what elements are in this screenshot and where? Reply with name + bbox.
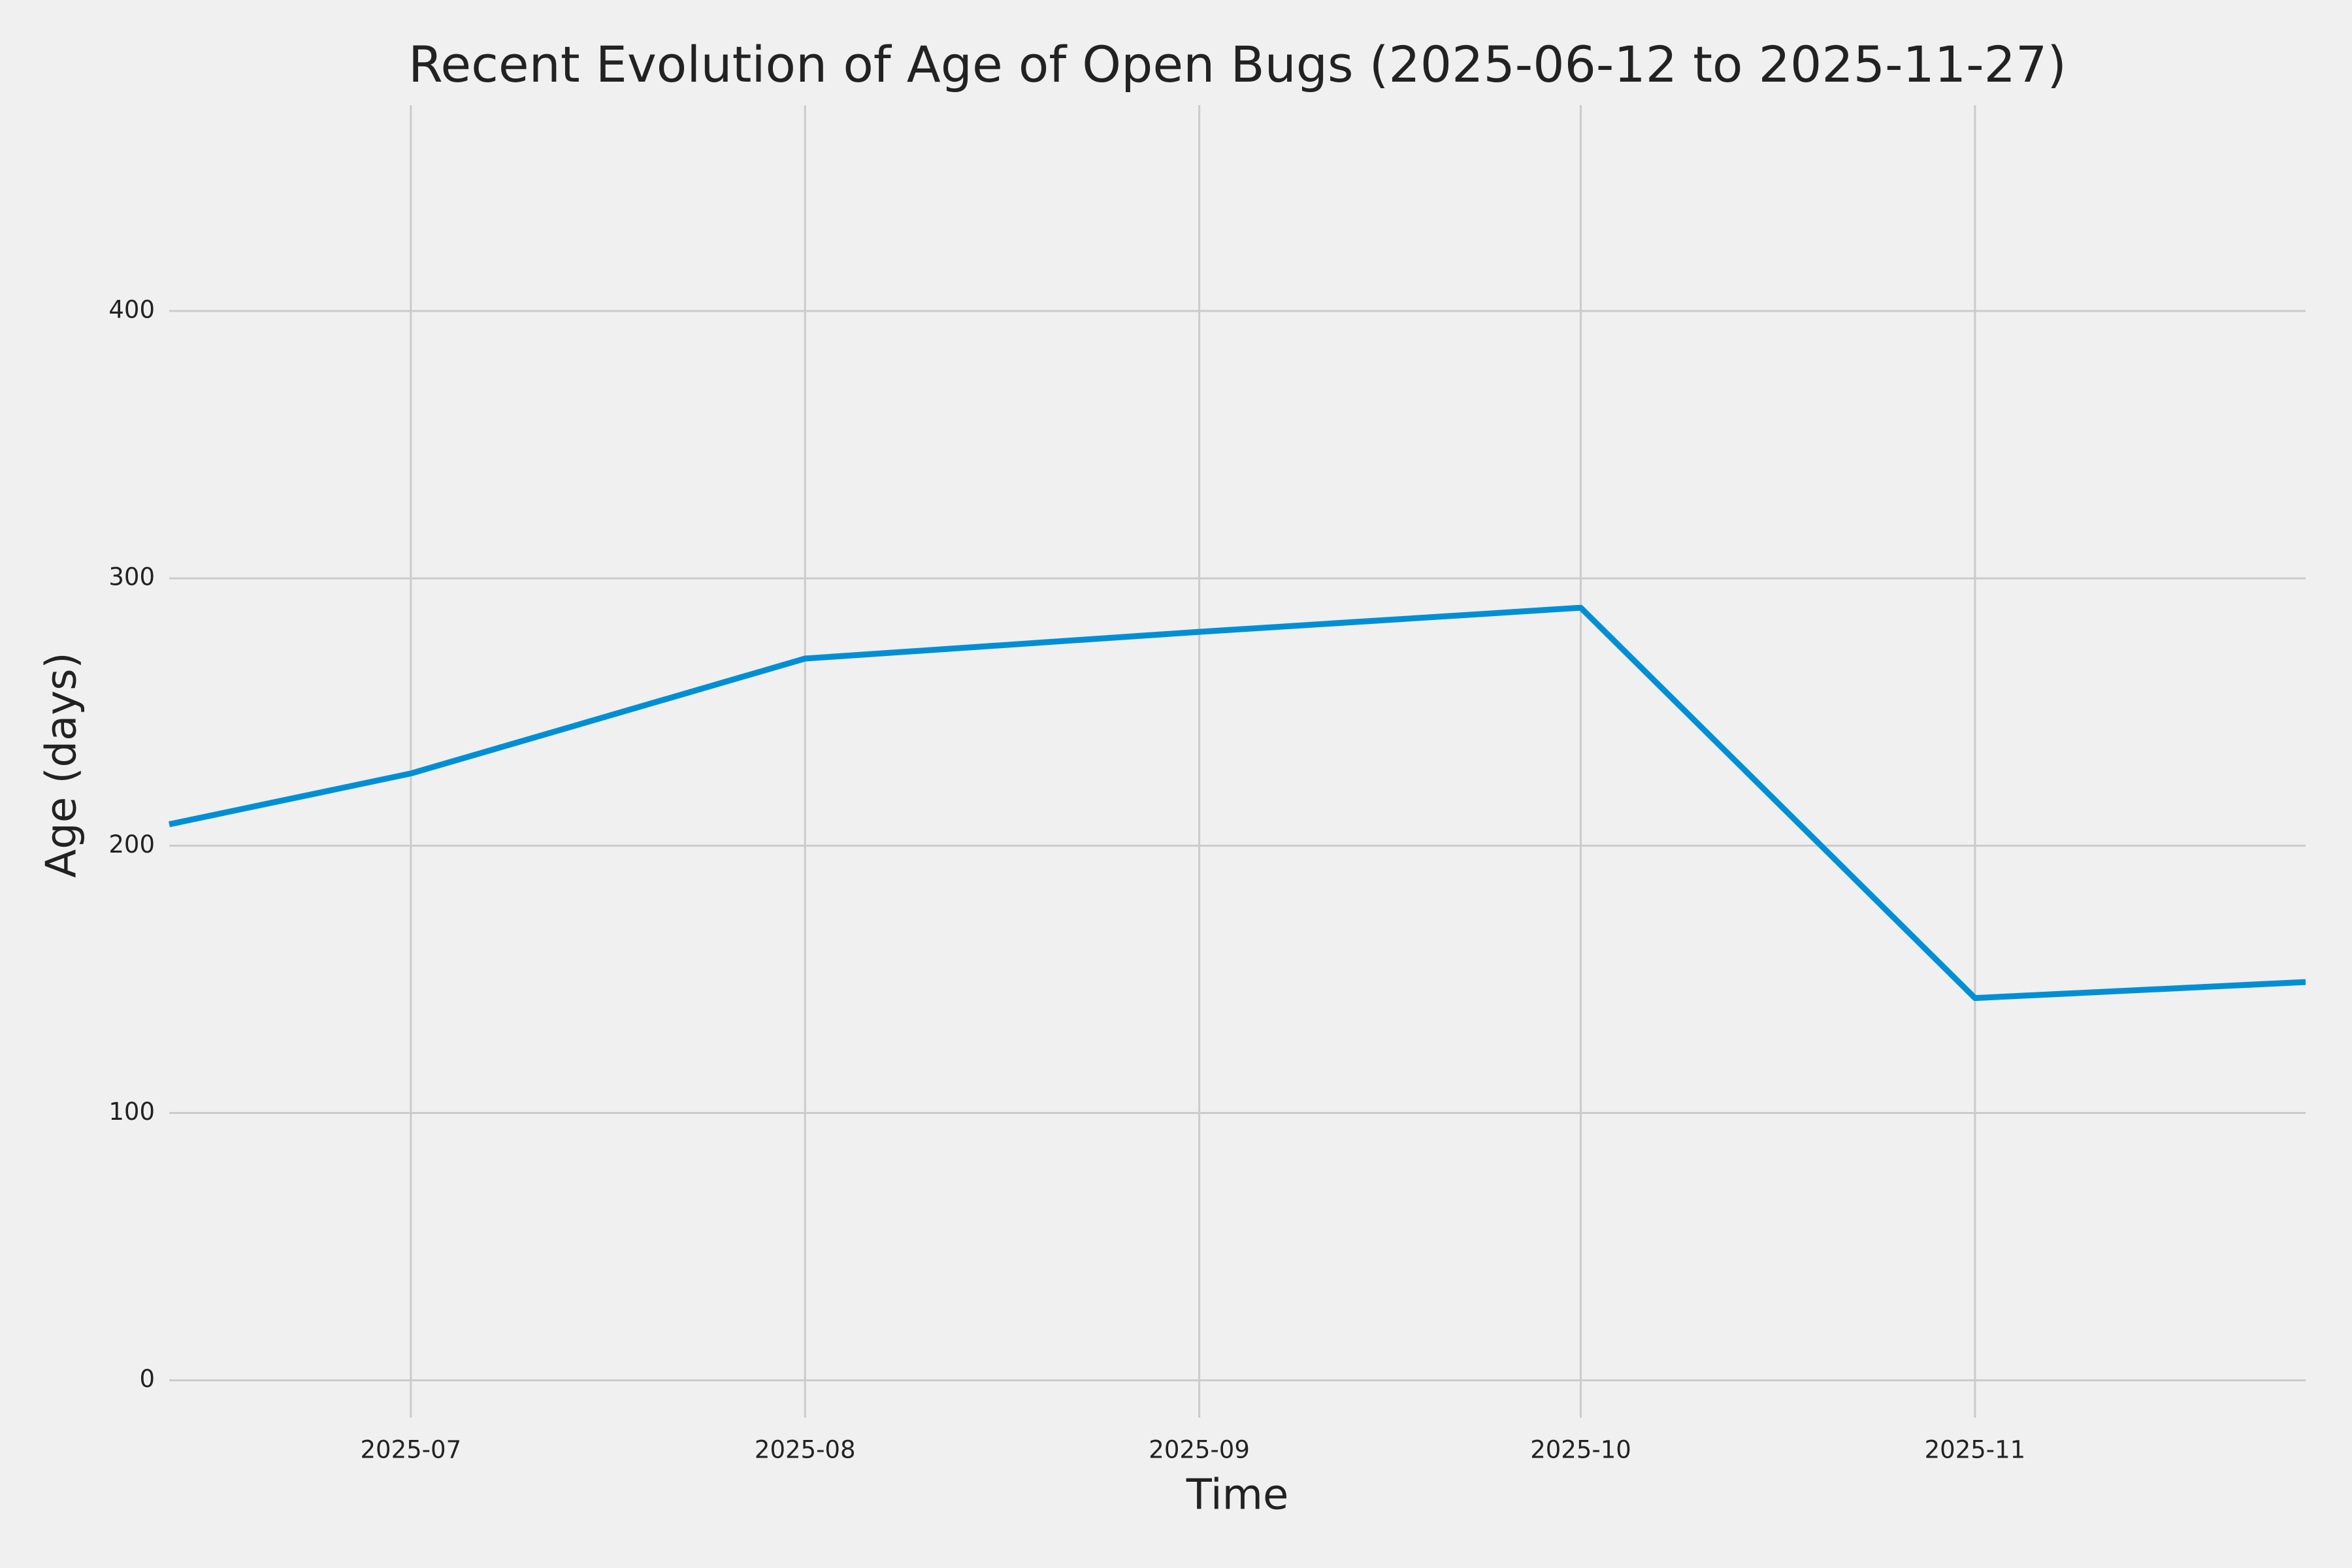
y-tick-label: 100: [108, 1098, 155, 1126]
x-axis-label: Time: [1186, 1471, 1289, 1520]
x-tick-label: 2025-07: [361, 1436, 462, 1464]
y-tick-label: 300: [108, 563, 155, 591]
x-tick-label: 2025-08: [755, 1436, 856, 1464]
x-tick-label: 2025-09: [1149, 1436, 1250, 1464]
y-axis-label: Age (days): [38, 652, 86, 877]
y-tick-label: 400: [108, 296, 155, 324]
x-tick-label: 2025-11: [1925, 1436, 2026, 1464]
y-tick-label: 0: [139, 1365, 155, 1393]
data-line: [169, 604, 2306, 1002]
chart-title: Recent Evolution of Age of Open Bugs (20…: [408, 35, 2066, 93]
x-tick-label: 2025-10: [1530, 1436, 1631, 1464]
y-tick-label: 200: [108, 830, 155, 858]
